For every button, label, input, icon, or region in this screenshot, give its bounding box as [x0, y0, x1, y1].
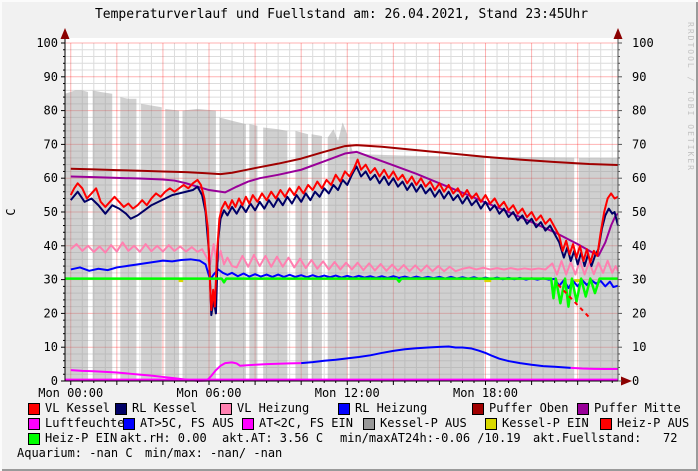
- svg-text:70: 70: [632, 137, 646, 151]
- series-vl-kessel: [69, 158, 619, 312]
- svg-text:80: 80: [44, 104, 58, 118]
- svg-text:40: 40: [632, 239, 646, 253]
- series-puffer-mitte: [70, 150, 619, 257]
- y-axis-labels: 0 0 10 10 20 20 30 30 40 40 50 50 60 60 70 70 80 80 90 90 10…: [36, 36, 653, 388]
- svg-text:90: 90: [632, 70, 646, 84]
- series-heiz-p-ein: [65, 277, 618, 308]
- svg-text:20: 20: [632, 306, 646, 320]
- svg-text:Mon 06:00: Mon 06:00: [176, 386, 241, 400]
- grid-minor: [65, 43, 618, 381]
- axes: [60, 28, 632, 386]
- svg-text:50: 50: [632, 205, 646, 219]
- svg-text:10: 10: [44, 340, 58, 354]
- svg-text:0: 0: [51, 374, 58, 388]
- series-at>5c-fs-aus: [301, 345, 571, 369]
- svg-text:100: 100: [632, 36, 654, 50]
- series-puffer-oben: [70, 144, 619, 176]
- series-vl-heizung: [70, 241, 619, 276]
- svg-text:100: 100: [36, 36, 58, 50]
- plot-background: [65, 38, 618, 381]
- svg-text:60: 60: [632, 171, 646, 185]
- chart-title: Temperaturverlauf und Fuellstand am: 26.…: [94, 7, 589, 22]
- svg-text:80: 80: [632, 104, 646, 118]
- series-kessel-p-aus: [65, 90, 618, 382]
- svg-text:90: 90: [44, 70, 58, 84]
- series-at<2c-fs-ein-abends-: [570, 366, 619, 371]
- svg-text:50: 50: [44, 205, 58, 219]
- svg-text:40: 40: [44, 239, 58, 253]
- axis-ticks: [61, 42, 622, 385]
- rrdtool-watermark: RRDTOOL / TOBI OETIKER: [686, 22, 695, 172]
- svg-text:30: 30: [44, 273, 58, 287]
- svg-text:Mon 12:00: Mon 12:00: [315, 386, 380, 400]
- svg-text:30: 30: [632, 273, 646, 287]
- svg-text:Mon 00:00: Mon 00:00: [38, 386, 103, 400]
- svg-text:70: 70: [44, 137, 58, 151]
- series-rl-kessel: [69, 165, 619, 317]
- svg-text:60: 60: [44, 171, 58, 185]
- series-at<2c-fs-ein-morgens-: [70, 361, 302, 382]
- svg-text:0: 0: [632, 374, 639, 388]
- x-axis-labels: Mon 00:00 Mon 06:00 Mon 12:00 Mon 18:00: [38, 386, 518, 400]
- svg-text:Mon 18:00: Mon 18:00: [453, 386, 518, 400]
- svg-text:10: 10: [632, 340, 646, 354]
- svg-text:20: 20: [44, 306, 58, 320]
